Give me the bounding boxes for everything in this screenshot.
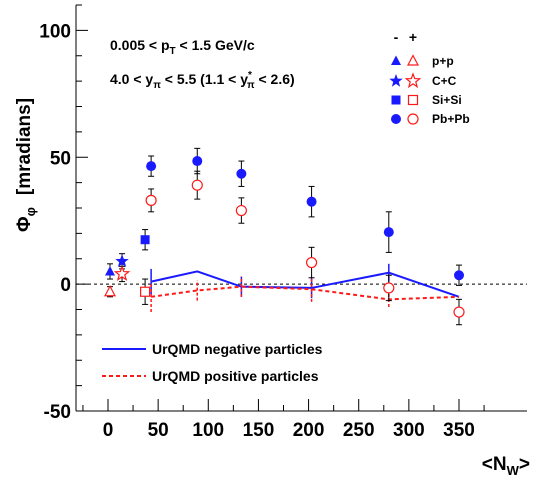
pbpb-negative-point [236, 168, 247, 179]
x-axis-title-end: > [519, 454, 530, 475]
pbpb-positive-point [383, 282, 395, 294]
pp-positive-point [104, 284, 116, 297]
legend-triangle-positive-symbol [407, 54, 419, 66]
legend-circle-negative-symbol [391, 114, 401, 124]
annotation-pt-range: 0.005 < pT < 1.5 GeV/c [110, 37, 255, 57]
annotation-y-sub1: π [153, 80, 161, 91]
pbpb-negative-point [383, 227, 394, 238]
pbpb-positive-point [145, 194, 157, 206]
annotation-pt-c: < 1.5 GeV/c [176, 37, 255, 53]
x-tick-label: 50 [148, 420, 169, 441]
legend-label-cc: C+C [432, 74, 457, 88]
urqmd-positive-line [150, 285, 460, 301]
legend-triangle-negative-symbol [391, 55, 401, 65]
pbpb-negative-point [146, 161, 157, 172]
annotation-y-star: * [248, 70, 252, 81]
x-axis-title-main: <N [482, 454, 507, 475]
legend-header-plus: + [409, 29, 417, 45]
x-tick-label: 250 [343, 420, 375, 441]
x-tick-label: 150 [243, 420, 275, 441]
x-tick-label: 200 [293, 420, 325, 441]
y-tick-label: 50 [50, 148, 71, 169]
x-axis-title-sub: W [507, 463, 520, 478]
pbpb-positive-point [305, 256, 318, 269]
y-tick-label: 0 [60, 275, 71, 296]
legend-label-pp: p+p [432, 54, 454, 68]
pbpb-positive-point [235, 204, 247, 217]
y-axis-title-unit: [mradians] [14, 98, 35, 195]
marker-legend: - + p+p C+C Si+Si Pb+Pb [389, 29, 470, 126]
x-tick-label: 100 [192, 420, 224, 441]
y-axis-title: Φφ [mradians] [14, 98, 38, 232]
pbpb-negative-point [306, 196, 317, 207]
annotation-y-f: < 2.6) [255, 71, 295, 87]
pbpb-positive-point [453, 306, 465, 318]
annotation-pt-a: 0.005 < p [110, 37, 170, 53]
x-tick-label: 0 [103, 420, 114, 441]
legend-star-negative-symbol [389, 74, 403, 87]
y-tick-label: -50 [44, 402, 71, 423]
y-tick-label: 100 [39, 21, 71, 42]
legend-square-negative-symbol [391, 95, 401, 105]
legend-square-positive-symbol [407, 94, 419, 106]
y-axis-title-sub: φ [23, 207, 38, 216]
pbpb-negative-point [192, 156, 203, 167]
annotation-pt-sub: T [170, 46, 176, 57]
pbpb-positive-point [191, 179, 203, 191]
urqmd-negative-line [150, 270, 460, 298]
legend-circle-positive-symbol [407, 113, 419, 125]
sisi-negative-point [140, 235, 150, 245]
legend-urqmd-positive-label: UrQMD positive particles [152, 368, 319, 384]
x-tick-label: 300 [393, 420, 425, 441]
pp-negative-point [105, 265, 116, 276]
annotation-y-a: 4.0 < y [110, 71, 153, 87]
x-tick-label: 350 [443, 420, 475, 441]
line-legend: UrQMD negative particles UrQMD positive … [102, 341, 323, 384]
pbpb-negative-point [454, 270, 464, 281]
cc-positive-point [113, 265, 131, 281]
y-axis-title-main: Φ [14, 216, 35, 232]
sisi-positive-point [140, 286, 151, 297]
annotation-y-c: < 5.5 (1.1 < y [161, 71, 248, 87]
legend-header-minus: - [394, 29, 399, 45]
cc-negative-point [115, 254, 129, 267]
legend-urqmd-negative-label: UrQMD negative particles [152, 341, 323, 357]
legend-label-pbpb: Pb+Pb [432, 112, 470, 126]
x-axis-title: <NW> [482, 454, 530, 478]
legend-label-sisi: Si+Si [432, 93, 462, 107]
legend-star-positive-symbol [404, 72, 422, 89]
annotation-y-range: 4.0 < yπ < 5.5 (1.1 < y* π < 2.6) [110, 70, 295, 91]
annotation-y-sub2: π [247, 80, 255, 91]
